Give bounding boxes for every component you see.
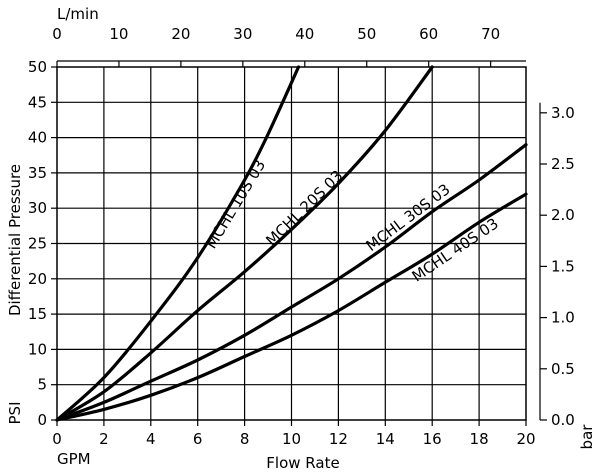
y-tick-label: 45 bbox=[28, 93, 47, 111]
x-tick-label: 12 bbox=[329, 430, 348, 448]
y-right-tick-label: 2.0 bbox=[551, 206, 575, 224]
curves bbox=[55, 65, 528, 422]
curve-series-4 bbox=[55, 192, 528, 422]
y-tick-label: 10 bbox=[28, 340, 47, 358]
curve-series-3 bbox=[55, 143, 528, 422]
y-right-tick-label: 2.5 bbox=[551, 155, 575, 173]
x-top-tick-label: 30 bbox=[233, 25, 252, 43]
x-top-tick-label: 10 bbox=[109, 25, 128, 43]
x-tick-label: 2 bbox=[99, 430, 109, 448]
y-tick-label: 0 bbox=[37, 411, 47, 429]
x-top-tick-label: 70 bbox=[481, 25, 500, 43]
y-tick-label: 5 bbox=[37, 376, 47, 394]
y-right-tick-label: 3.0 bbox=[551, 104, 575, 122]
x-tick-label: 4 bbox=[146, 430, 156, 448]
y-unit-label: PSI bbox=[6, 402, 24, 425]
grid bbox=[51, 60, 547, 426]
x-top-tick-label: 60 bbox=[419, 25, 438, 43]
y-tick-label: 40 bbox=[28, 129, 47, 147]
curve-label-series-4: MCHL 40S 03 bbox=[409, 214, 502, 285]
x-axis-title: Flow Rate bbox=[266, 454, 339, 472]
x-tick-label: 6 bbox=[193, 430, 203, 448]
plot-frame bbox=[56, 66, 527, 421]
x-top-tick-label: 50 bbox=[357, 25, 376, 43]
y-tick-label: 30 bbox=[28, 199, 47, 217]
x-tick-label: 16 bbox=[423, 430, 442, 448]
y-right-unit-label: bar bbox=[578, 424, 596, 450]
y-right-tick-label: 1.5 bbox=[551, 257, 575, 275]
y-axis-title: Differential Pressure bbox=[6, 164, 24, 316]
curve-series-2 bbox=[55, 65, 434, 422]
x-tick-label: 14 bbox=[376, 430, 395, 448]
curve-series-1 bbox=[55, 65, 301, 422]
x-top-tick-label: 0 bbox=[52, 25, 62, 43]
y-right-tick-label: 0.5 bbox=[551, 360, 575, 378]
x-tick-label: 8 bbox=[240, 430, 250, 448]
x-tick-label: 10 bbox=[282, 430, 301, 448]
x-top-unit-label: L/min bbox=[57, 5, 99, 23]
curve-label-series-1: MCHL 10S 03 bbox=[202, 157, 269, 252]
y-right-tick-label: 0.0 bbox=[551, 411, 575, 429]
x-top-tick-label: 40 bbox=[295, 25, 314, 43]
x-unit-label: GPM bbox=[57, 450, 91, 468]
y-tick-label: 35 bbox=[28, 164, 47, 182]
y-tick-label: 15 bbox=[28, 305, 47, 323]
x-tick-label: 20 bbox=[516, 430, 535, 448]
y-tick-label: 20 bbox=[28, 270, 47, 288]
y-right-tick-label: 1.0 bbox=[551, 309, 575, 327]
x-tick-label: 18 bbox=[470, 430, 489, 448]
x-top-tick-label: 20 bbox=[171, 25, 190, 43]
x-tick-label: 0 bbox=[52, 430, 62, 448]
y-tick-label: 50 bbox=[28, 58, 47, 76]
y-tick-label: 25 bbox=[28, 235, 47, 253]
